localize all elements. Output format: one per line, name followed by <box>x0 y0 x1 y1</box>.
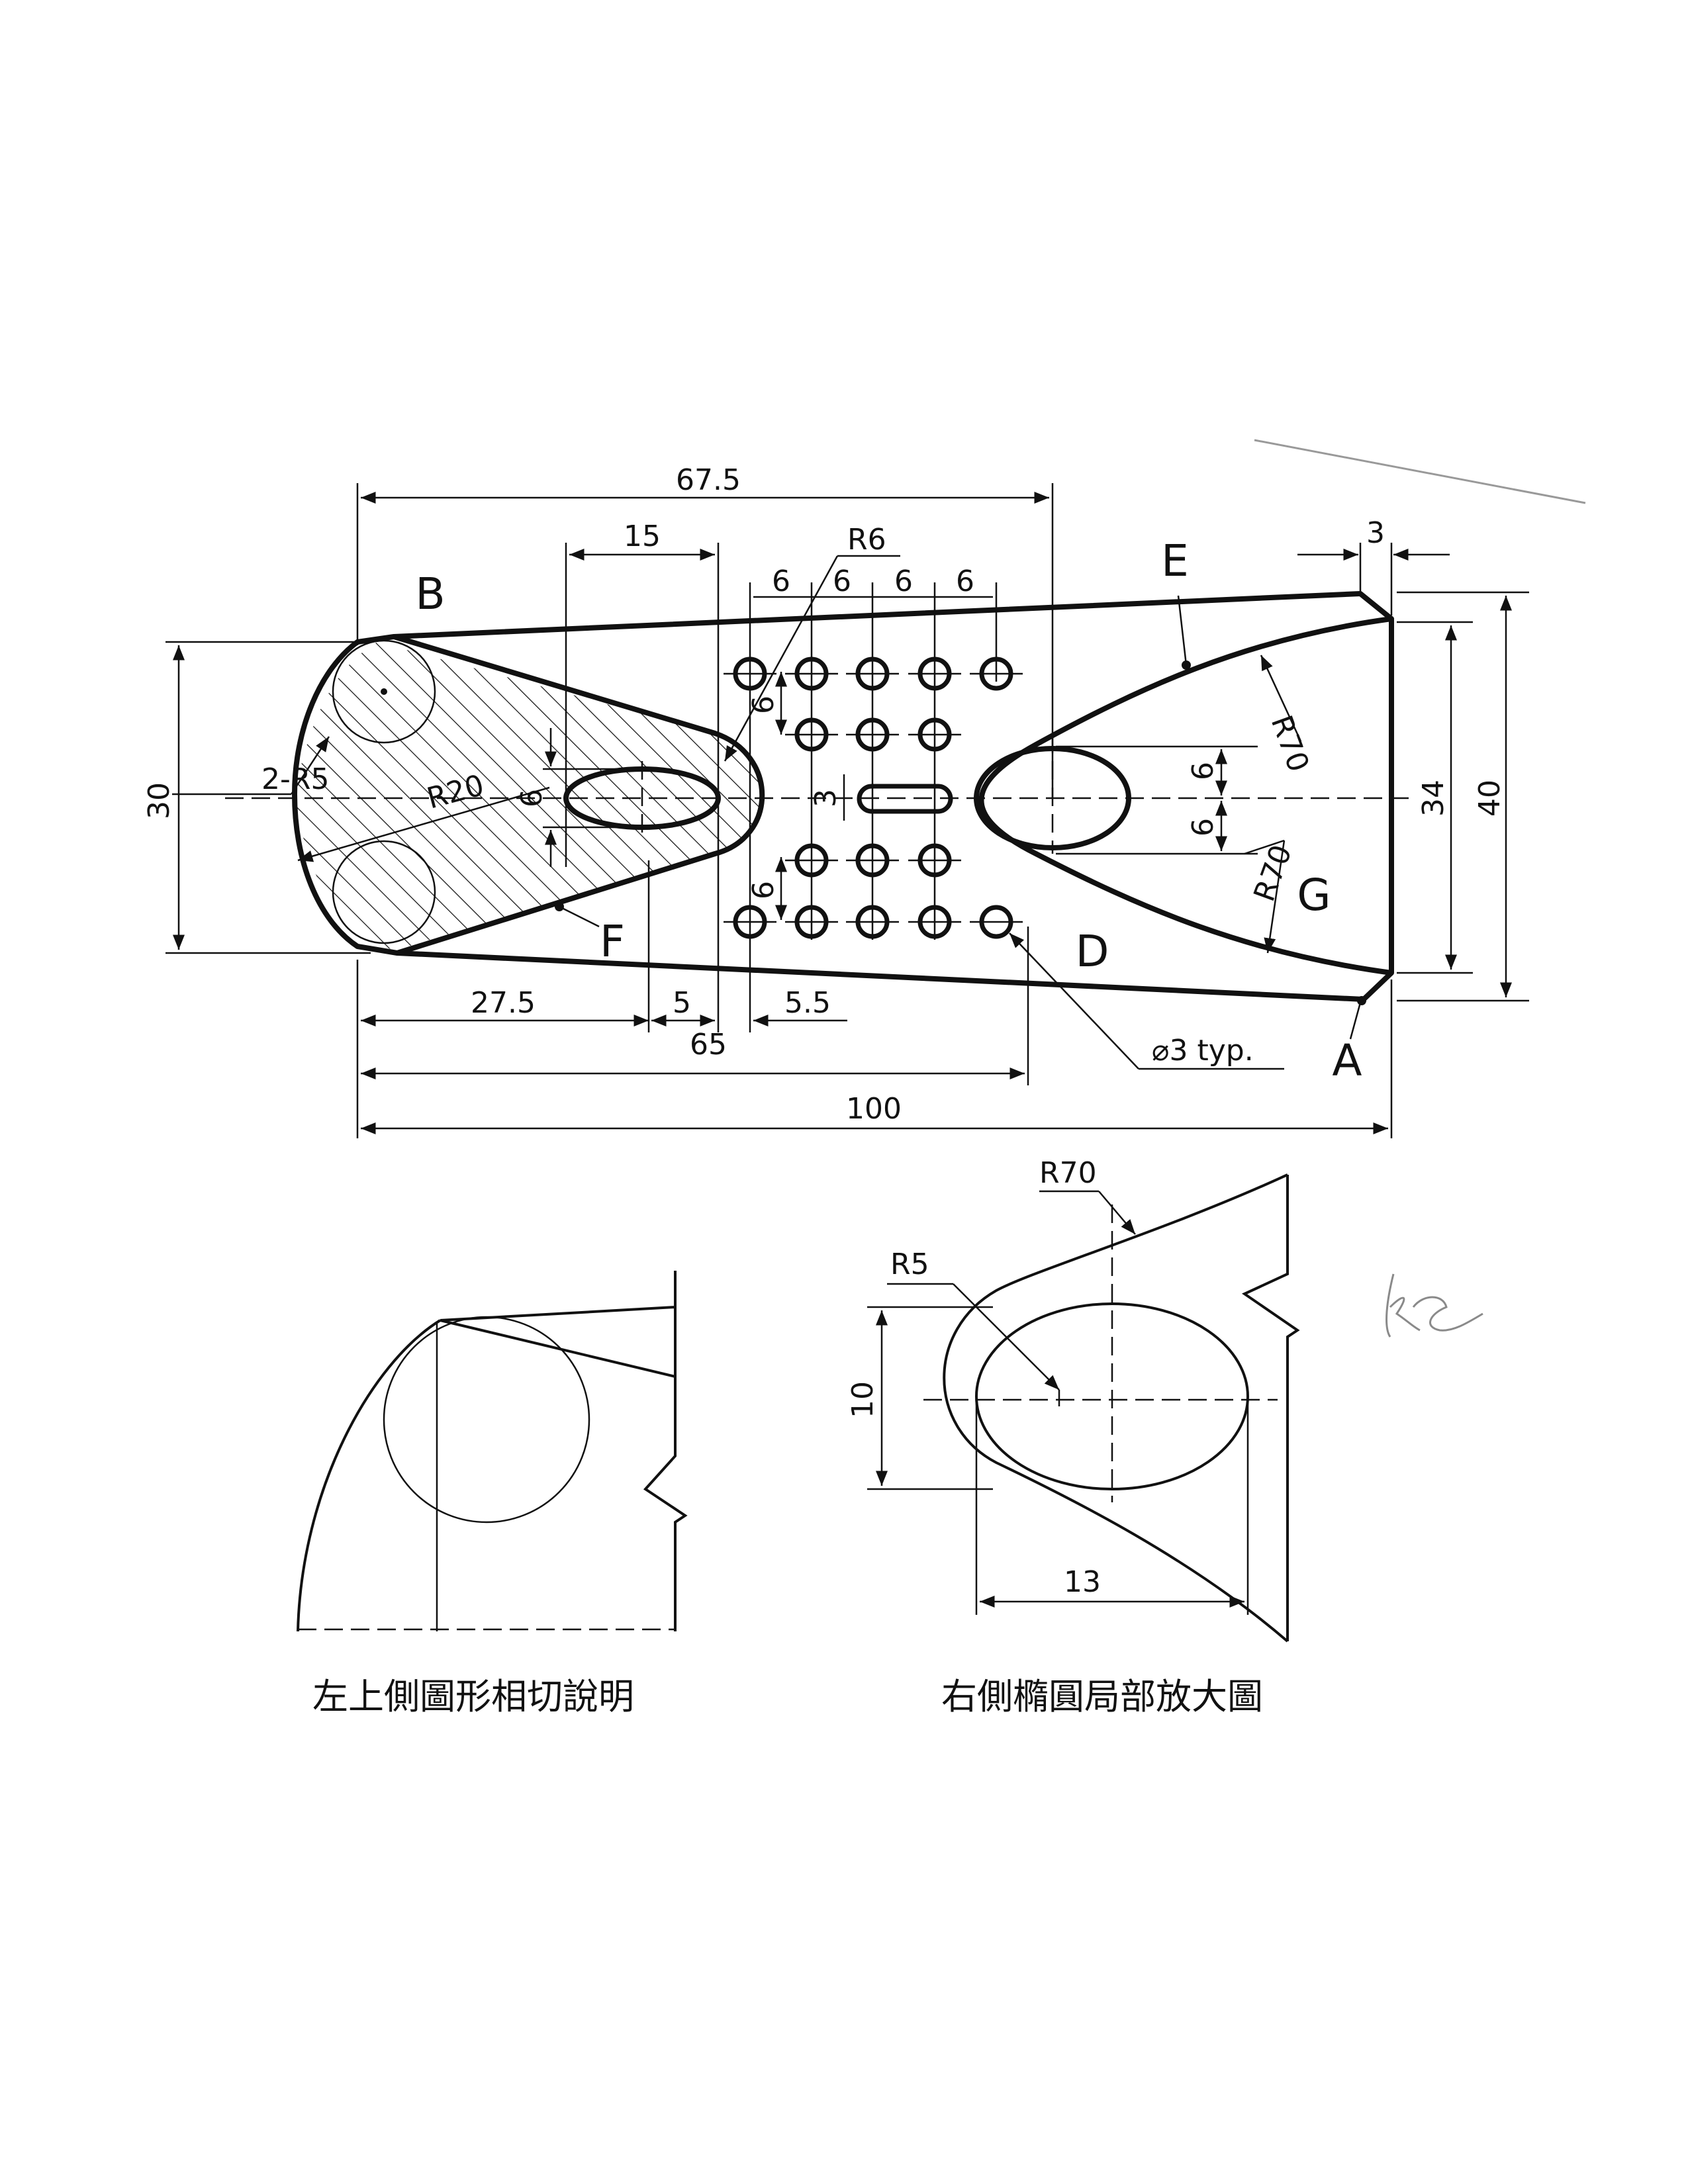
dim-overall-100: 100 <box>846 1092 902 1126</box>
dim-overall-65: 65 <box>690 1028 727 1062</box>
dim-pitch-6-c: 6 <box>894 565 913 598</box>
tangent-circle-lower <box>332 840 436 944</box>
stray-pencil-line <box>1254 439 1586 504</box>
dim-15: 15 <box>624 520 661 553</box>
dim-slot-3: 3 <box>809 789 843 807</box>
cavity-upper-edge <box>393 634 765 956</box>
dim-3-right: 3 <box>1366 516 1385 550</box>
dim-pitch-6-a: 6 <box>772 565 790 598</box>
dim-grid-6-lower: 6 <box>747 881 780 899</box>
outer-boundary <box>292 591 1394 1002</box>
dim-34: 34 <box>1417 780 1450 817</box>
vertical-dimension-text: 30 34 40 6 6 6 3 6 6 <box>142 696 1507 899</box>
dim-5: 5 <box>673 986 691 1020</box>
label-d: D <box>1076 926 1109 977</box>
detail-right-13: 13 <box>1064 1565 1101 1599</box>
detail-right-caption: 右側橢圓局部放大圖 <box>941 1676 1263 1717</box>
label-a: A <box>1332 1035 1362 1086</box>
detail-right-r70: R70 <box>1039 1156 1097 1190</box>
label-f: F <box>600 916 625 967</box>
point-a-marker <box>1357 996 1366 1005</box>
dimension-lines <box>165 483 1529 1138</box>
point-f-marker <box>555 902 564 911</box>
detail-right-ellipse <box>975 1302 1249 1490</box>
point-labels: B E F G D A <box>415 535 1362 1086</box>
dim-27-5: 27.5 <box>471 986 536 1020</box>
dim-ellipse-6-lower: 6 <box>1186 818 1220 837</box>
detail-right-r5: R5 <box>890 1248 929 1281</box>
detail-right: R70 R5 10 13 右側橢圓局部放大圖 <box>846 1156 1300 1717</box>
dim-30: 30 <box>142 782 176 819</box>
point-e-marker <box>1182 660 1191 670</box>
dim-40: 40 <box>1473 780 1507 817</box>
center-mark <box>381 688 387 695</box>
hole-callout: ⌀3 typ. <box>1152 1034 1254 1068</box>
label-b: B <box>415 569 445 619</box>
detail-left: 左上側圖形相切說明 <box>297 1271 688 1717</box>
dim-67-5: 67.5 <box>676 463 741 497</box>
dim-pitch-6-d: 6 <box>956 565 974 598</box>
detail-left-circle <box>383 1316 590 1524</box>
handwritten-initials <box>1385 1273 1483 1338</box>
dim-r6: R6 <box>847 523 886 557</box>
dim-grid-6-upper: 6 <box>747 696 780 714</box>
dim-5-5: 5.5 <box>784 986 831 1020</box>
dim-2-r5: 2-R5 <box>261 762 329 796</box>
dim-pitch-6-b: 6 <box>833 565 851 598</box>
dim-r70-upper: R70 <box>1264 711 1316 776</box>
detail-left-caption: 左上側圖形相切說明 <box>312 1676 634 1717</box>
label-g: G <box>1297 870 1331 921</box>
dim-ellipse-6-left: 6 <box>515 789 549 807</box>
dim-ellipse-6-upper: 6 <box>1186 762 1220 780</box>
label-e: E <box>1161 535 1189 586</box>
detail-right-10: 10 <box>846 1381 880 1418</box>
